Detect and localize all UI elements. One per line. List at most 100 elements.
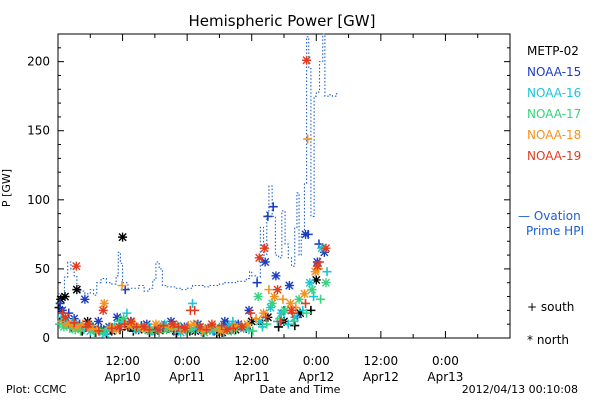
- noaa-17-north-point: [119, 314, 129, 324]
- noaa-19-south-point: [261, 312, 271, 322]
- noaa-18-south-point: [117, 280, 127, 290]
- noaa-17-north-point: [226, 326, 236, 336]
- metp-02-north-point: [247, 316, 257, 326]
- noaa-19-south-point: [217, 321, 227, 331]
- noaa-19-south-point: [301, 298, 311, 308]
- noaa-19-north-point: [254, 253, 264, 263]
- noaa-16-south-point: [188, 298, 198, 308]
- ovation-hpi-series: [58, 33, 338, 298]
- noaa-19-north-point: [207, 319, 217, 329]
- noaa-17-north-point: [307, 285, 317, 295]
- noaa-18-south-point: [303, 134, 313, 144]
- metp-02-south-point: [290, 321, 300, 331]
- legend-entry: NOAA-18: [527, 128, 581, 142]
- metp-02-north-point: [190, 326, 200, 336]
- noaa-15-north-point: [319, 247, 329, 257]
- noaa-18-north-point: [189, 319, 199, 329]
- noaa-19-north-point: [195, 322, 205, 332]
- noaa-19-north-point: [114, 322, 124, 332]
- legend: METP-02 NOAA-15 NOAA-16 NOAA-17 NOAA-18 NOAA-…: [518, 44, 584, 347]
- noaa-19-north-point: [83, 319, 93, 329]
- x-tick-label: 0:00: [432, 354, 459, 368]
- noaa-19-south-point: [315, 257, 325, 267]
- x-tick-date-label: Apr12: [363, 370, 399, 384]
- noaa-18-south-point: [278, 294, 288, 304]
- noaa-18-south-point: [264, 285, 274, 295]
- plot-timestamp: 2012/04/13 00:10:08: [461, 383, 578, 396]
- noaa-17-south-point: [289, 316, 299, 326]
- x-tick-date-label: Apr11: [169, 370, 205, 384]
- noaa-19-south-point: [107, 323, 117, 333]
- noaa-18-north-point: [285, 298, 295, 308]
- noaa-16-south-point: [283, 319, 293, 329]
- noaa-18-north-point: [216, 326, 226, 336]
- legend-north-marker: * north: [527, 333, 569, 347]
- noaa-17-north-point: [199, 327, 209, 337]
- noaa-15-south-point: [252, 278, 262, 288]
- noaa-18-north-point: [86, 323, 96, 333]
- plot-source: Plot: CCMC: [6, 383, 67, 396]
- noaa-16-north-point: [85, 326, 95, 336]
- axes: 0 50 100 150 200 12:00 Apr10 0:00 Apr11 12:00 Apr1…: [27, 33, 511, 384]
- legend-entry: NOAA-15: [527, 65, 581, 79]
- noaa-18-north-point: [99, 298, 109, 308]
- noaa-17-south-point: [248, 326, 258, 336]
- chart-title: Hemispheric Power [GW]: [189, 12, 376, 30]
- metp-02-north-point: [60, 292, 70, 302]
- noaa-19-south-point: [158, 321, 168, 331]
- noaa-18-north-point: [299, 289, 309, 299]
- noaa-17-north-point: [172, 321, 182, 331]
- noaa-19-north-point: [260, 243, 270, 253]
- noaa-19-north-point: [139, 322, 149, 332]
- noaa-16-north-point: [276, 308, 286, 318]
- noaa-19-north-point: [312, 261, 322, 271]
- noaa-19-south-point: [246, 308, 256, 318]
- noaa-17-north-point: [321, 278, 331, 288]
- legend-entry: METP-02: [527, 44, 579, 58]
- metp-02-north-point: [295, 308, 305, 318]
- x-tick-date-label: Apr12: [298, 370, 334, 384]
- noaa-19-north-point: [273, 285, 283, 295]
- y-tick-label: 50: [35, 262, 50, 276]
- noaa-19-north-point: [168, 319, 178, 329]
- noaa-18-north-point: [242, 319, 252, 329]
- metp-02-north-point: [72, 285, 82, 295]
- noaa-18-north-point: [310, 267, 320, 277]
- x-tick-label: 0:00: [174, 354, 201, 368]
- noaa-16-north-point: [266, 303, 276, 313]
- noaa-16-south-point: [322, 267, 332, 277]
- noaa-19-north-point: [126, 316, 136, 326]
- satellite-data-points: [54, 55, 332, 339]
- noaa-19-south-point: [190, 305, 200, 315]
- y-tick-label: 200: [27, 55, 50, 69]
- noaa-18-south-point: [251, 314, 261, 324]
- noaa-19-north-point: [222, 325, 232, 335]
- ovation-hpi-line: [58, 33, 338, 298]
- noaa-18-north-point: [203, 323, 213, 333]
- noaa-19-south-point: [228, 323, 238, 333]
- noaa-15-north-point: [284, 280, 294, 290]
- noaa-19-south-point: [132, 322, 142, 332]
- noaa-15-north-point: [260, 257, 270, 267]
- legend-entry: NOAA-19: [527, 149, 581, 163]
- x-tick-label: 12:00: [364, 354, 399, 368]
- noaa-18-north-point: [63, 319, 73, 329]
- noaa-17-south-point: [262, 319, 272, 329]
- noaa-17-north-point: [59, 322, 69, 332]
- noaa-19-south-point: [69, 318, 79, 328]
- noaa-19-north-point: [237, 322, 247, 332]
- metp-02-south-point: [274, 322, 284, 332]
- metp-02-north-point: [311, 275, 321, 285]
- noaa-18-north-point: [124, 321, 134, 331]
- noaa-17-north-point: [253, 292, 263, 302]
- noaa-19-north-point: [98, 305, 108, 315]
- noaa-16-north-point: [192, 323, 202, 333]
- noaa-15-north-point: [244, 305, 254, 315]
- noaa-18-north-point: [151, 319, 161, 329]
- noaa-19-north-point: [180, 323, 190, 333]
- noaa-16-north-point: [305, 278, 315, 288]
- noaa-19-north-point: [321, 243, 331, 253]
- y-tick-label: 0: [42, 331, 50, 345]
- noaa-15-north-point: [220, 316, 230, 326]
